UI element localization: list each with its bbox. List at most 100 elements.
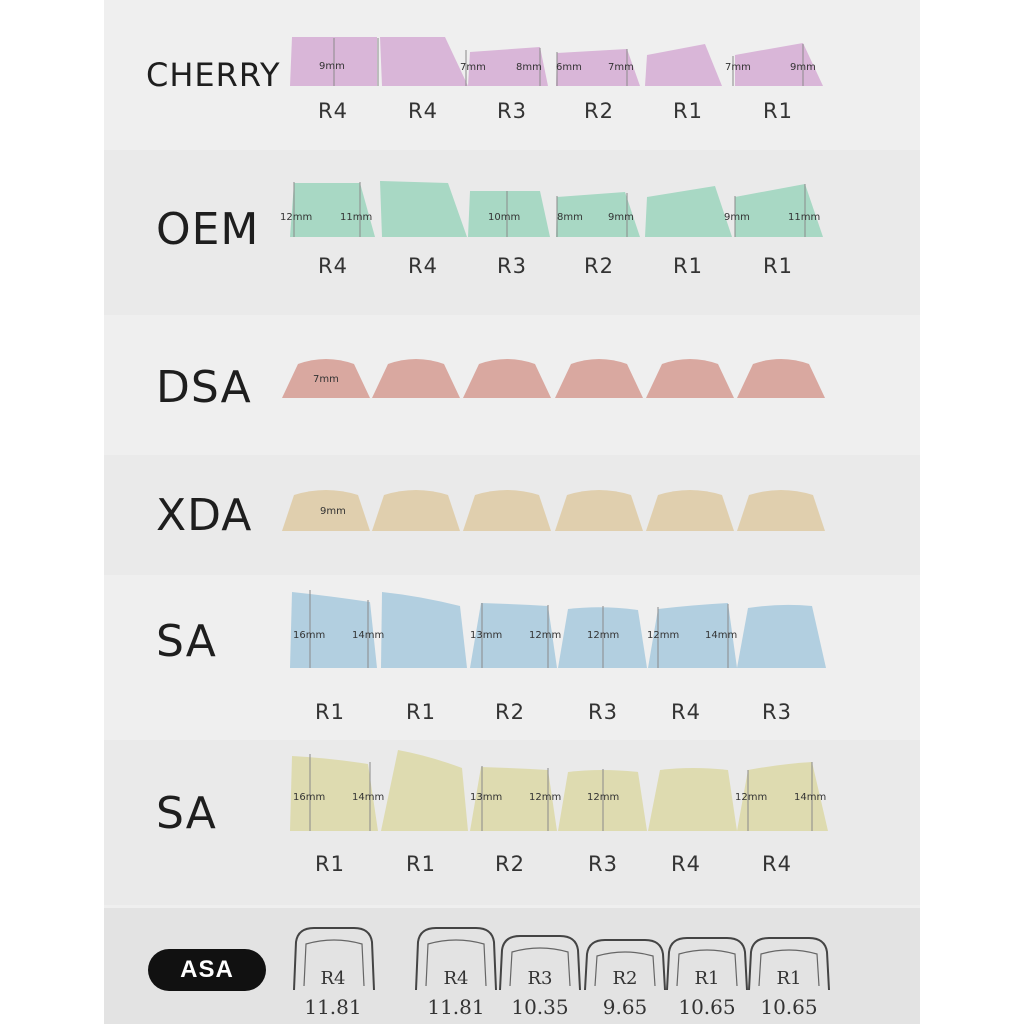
asa-keycap-outline bbox=[293, 927, 375, 991]
oem-keycap bbox=[556, 192, 640, 237]
sa-blue-row-label: R2 bbox=[495, 700, 525, 724]
cherry-dimension: 6mm bbox=[556, 62, 582, 73]
sa-yellow-dimension: 14mm bbox=[794, 792, 827, 803]
asa-keycap-inner-outline bbox=[676, 949, 738, 987]
asa-keycap-inner-outline bbox=[425, 939, 487, 987]
xda-dimension: 9mm bbox=[320, 506, 346, 517]
oem-keycap bbox=[468, 191, 550, 237]
xda-keycap bbox=[646, 490, 734, 531]
sa-yellow-dimension: 12mm bbox=[587, 792, 620, 803]
profile-label-dsa: DSA bbox=[156, 362, 252, 413]
sa-yellow-keycap bbox=[470, 767, 557, 831]
asa-height-value: 10.35 bbox=[511, 995, 569, 1019]
oem-row-label: R1 bbox=[673, 254, 703, 278]
asa-keycap-outline bbox=[666, 937, 748, 991]
cherry-row-label: R1 bbox=[763, 99, 793, 123]
cherry-keycap bbox=[380, 37, 468, 86]
asa-height-value: 11.81 bbox=[427, 995, 485, 1019]
sa-blue-keycap bbox=[381, 592, 467, 668]
profile-label-oem: OEM bbox=[156, 204, 260, 255]
sa-blue-dimension: 13mm bbox=[470, 630, 503, 641]
oem-dimension: 12mm bbox=[280, 212, 313, 223]
sa-yellow-dimension: 13mm bbox=[470, 792, 503, 803]
sa-blue-row-label: R4 bbox=[671, 700, 701, 724]
sa-blue-row-label: R1 bbox=[315, 700, 345, 724]
oem-dimension: 9mm bbox=[724, 212, 750, 223]
asa-keycap-outline bbox=[584, 939, 666, 991]
sa-yellow-row-label: R3 bbox=[588, 852, 618, 876]
cherry-dimension: 7mm bbox=[725, 62, 751, 73]
asa-keycap-inner-outline bbox=[303, 939, 365, 987]
sa-yellow-row-label: R2 bbox=[495, 852, 525, 876]
dsa-keycap bbox=[282, 359, 370, 398]
sa-yellow-dimension: 16mm bbox=[293, 792, 326, 803]
oem-keycap bbox=[380, 181, 467, 237]
asa-row-label: R1 bbox=[694, 968, 720, 989]
cherry-dimension: 7mm bbox=[460, 62, 486, 73]
asa-keycap-outline bbox=[748, 937, 830, 991]
cherry-dimension: 9mm bbox=[790, 62, 816, 73]
sa-blue-row-label: R3 bbox=[762, 700, 792, 724]
asa-height-value: 9.65 bbox=[602, 995, 648, 1019]
xda-keycap bbox=[282, 490, 370, 531]
oem-row-label: R1 bbox=[763, 254, 793, 278]
asa-row-label: R4 bbox=[320, 968, 346, 989]
sa-yellow-dimension: 14mm bbox=[352, 792, 385, 803]
oem-keycap bbox=[645, 186, 732, 237]
cherry-row-label: R4 bbox=[318, 99, 348, 123]
sa-yellow-row-label: R4 bbox=[671, 852, 701, 876]
oem-keycap bbox=[735, 184, 823, 237]
oem-dimension: 9mm bbox=[608, 212, 634, 223]
oem-row-label: R2 bbox=[584, 254, 614, 278]
profile-label-sa-blue: SA bbox=[156, 616, 217, 667]
asa-keycap-outline bbox=[415, 927, 497, 991]
asa-height-value: 10.65 bbox=[760, 995, 818, 1019]
sa-blue-keycap bbox=[648, 603, 737, 668]
asa-height-value: 10.65 bbox=[678, 995, 736, 1019]
dsa-keycap bbox=[737, 359, 825, 398]
profile-label-xda: XDA bbox=[156, 490, 253, 541]
sa-blue-keycap bbox=[737, 604, 826, 668]
dsa-keycap bbox=[555, 359, 643, 398]
sa-blue-row-label: R1 bbox=[406, 700, 436, 724]
profile-label-sa-yellow: SA bbox=[156, 788, 217, 839]
cherry-keycap bbox=[468, 47, 548, 86]
asa-row-label: R2 bbox=[612, 968, 638, 989]
cherry-row-label: R1 bbox=[673, 99, 703, 123]
oem-keycap bbox=[290, 183, 375, 237]
profile-label-cherry: CHERRY bbox=[146, 56, 281, 94]
oem-row-label: R4 bbox=[408, 254, 438, 278]
dsa-keycap bbox=[372, 359, 460, 398]
sa-blue-row-label: R3 bbox=[588, 700, 618, 724]
cherry-row-label: R4 bbox=[408, 99, 438, 123]
sa-yellow-dimension: 12mm bbox=[735, 792, 768, 803]
asa-keycap-inner-outline bbox=[758, 949, 820, 987]
oem-row-label: R4 bbox=[318, 254, 348, 278]
sa-blue-dimension: 16mm bbox=[293, 630, 326, 641]
asa-profile-badge: ASA bbox=[148, 949, 266, 991]
cherry-dimension: 8mm bbox=[516, 62, 542, 73]
sa-yellow-row-label: R4 bbox=[762, 852, 792, 876]
cherry-row-label: R3 bbox=[497, 99, 527, 123]
asa-row-label: R4 bbox=[443, 968, 469, 989]
asa-row-label: R1 bbox=[776, 968, 802, 989]
xda-keycap bbox=[737, 490, 825, 531]
cherry-dimension: 9mm bbox=[319, 61, 345, 72]
cherry-keycap bbox=[556, 49, 640, 86]
asa-keycap-inner-outline bbox=[509, 947, 571, 987]
sa-blue-dimension: 12mm bbox=[529, 630, 562, 641]
sa-blue-keycap bbox=[470, 603, 557, 668]
sa-yellow-keycap bbox=[648, 768, 737, 831]
sa-yellow-keycap bbox=[290, 756, 378, 831]
asa-row-label: R3 bbox=[527, 968, 553, 989]
oem-dimension: 10mm bbox=[488, 212, 521, 223]
sa-yellow-row-label: R1 bbox=[315, 852, 345, 876]
asa-height-value: 11.81 bbox=[304, 995, 362, 1019]
dsa-keycap bbox=[463, 359, 551, 398]
asa-keycap-outline bbox=[499, 935, 581, 991]
sa-yellow-row-label: R1 bbox=[406, 852, 436, 876]
cherry-keycap bbox=[735, 43, 823, 86]
dsa-dimension: 7mm bbox=[313, 374, 339, 385]
xda-keycap bbox=[463, 490, 551, 531]
